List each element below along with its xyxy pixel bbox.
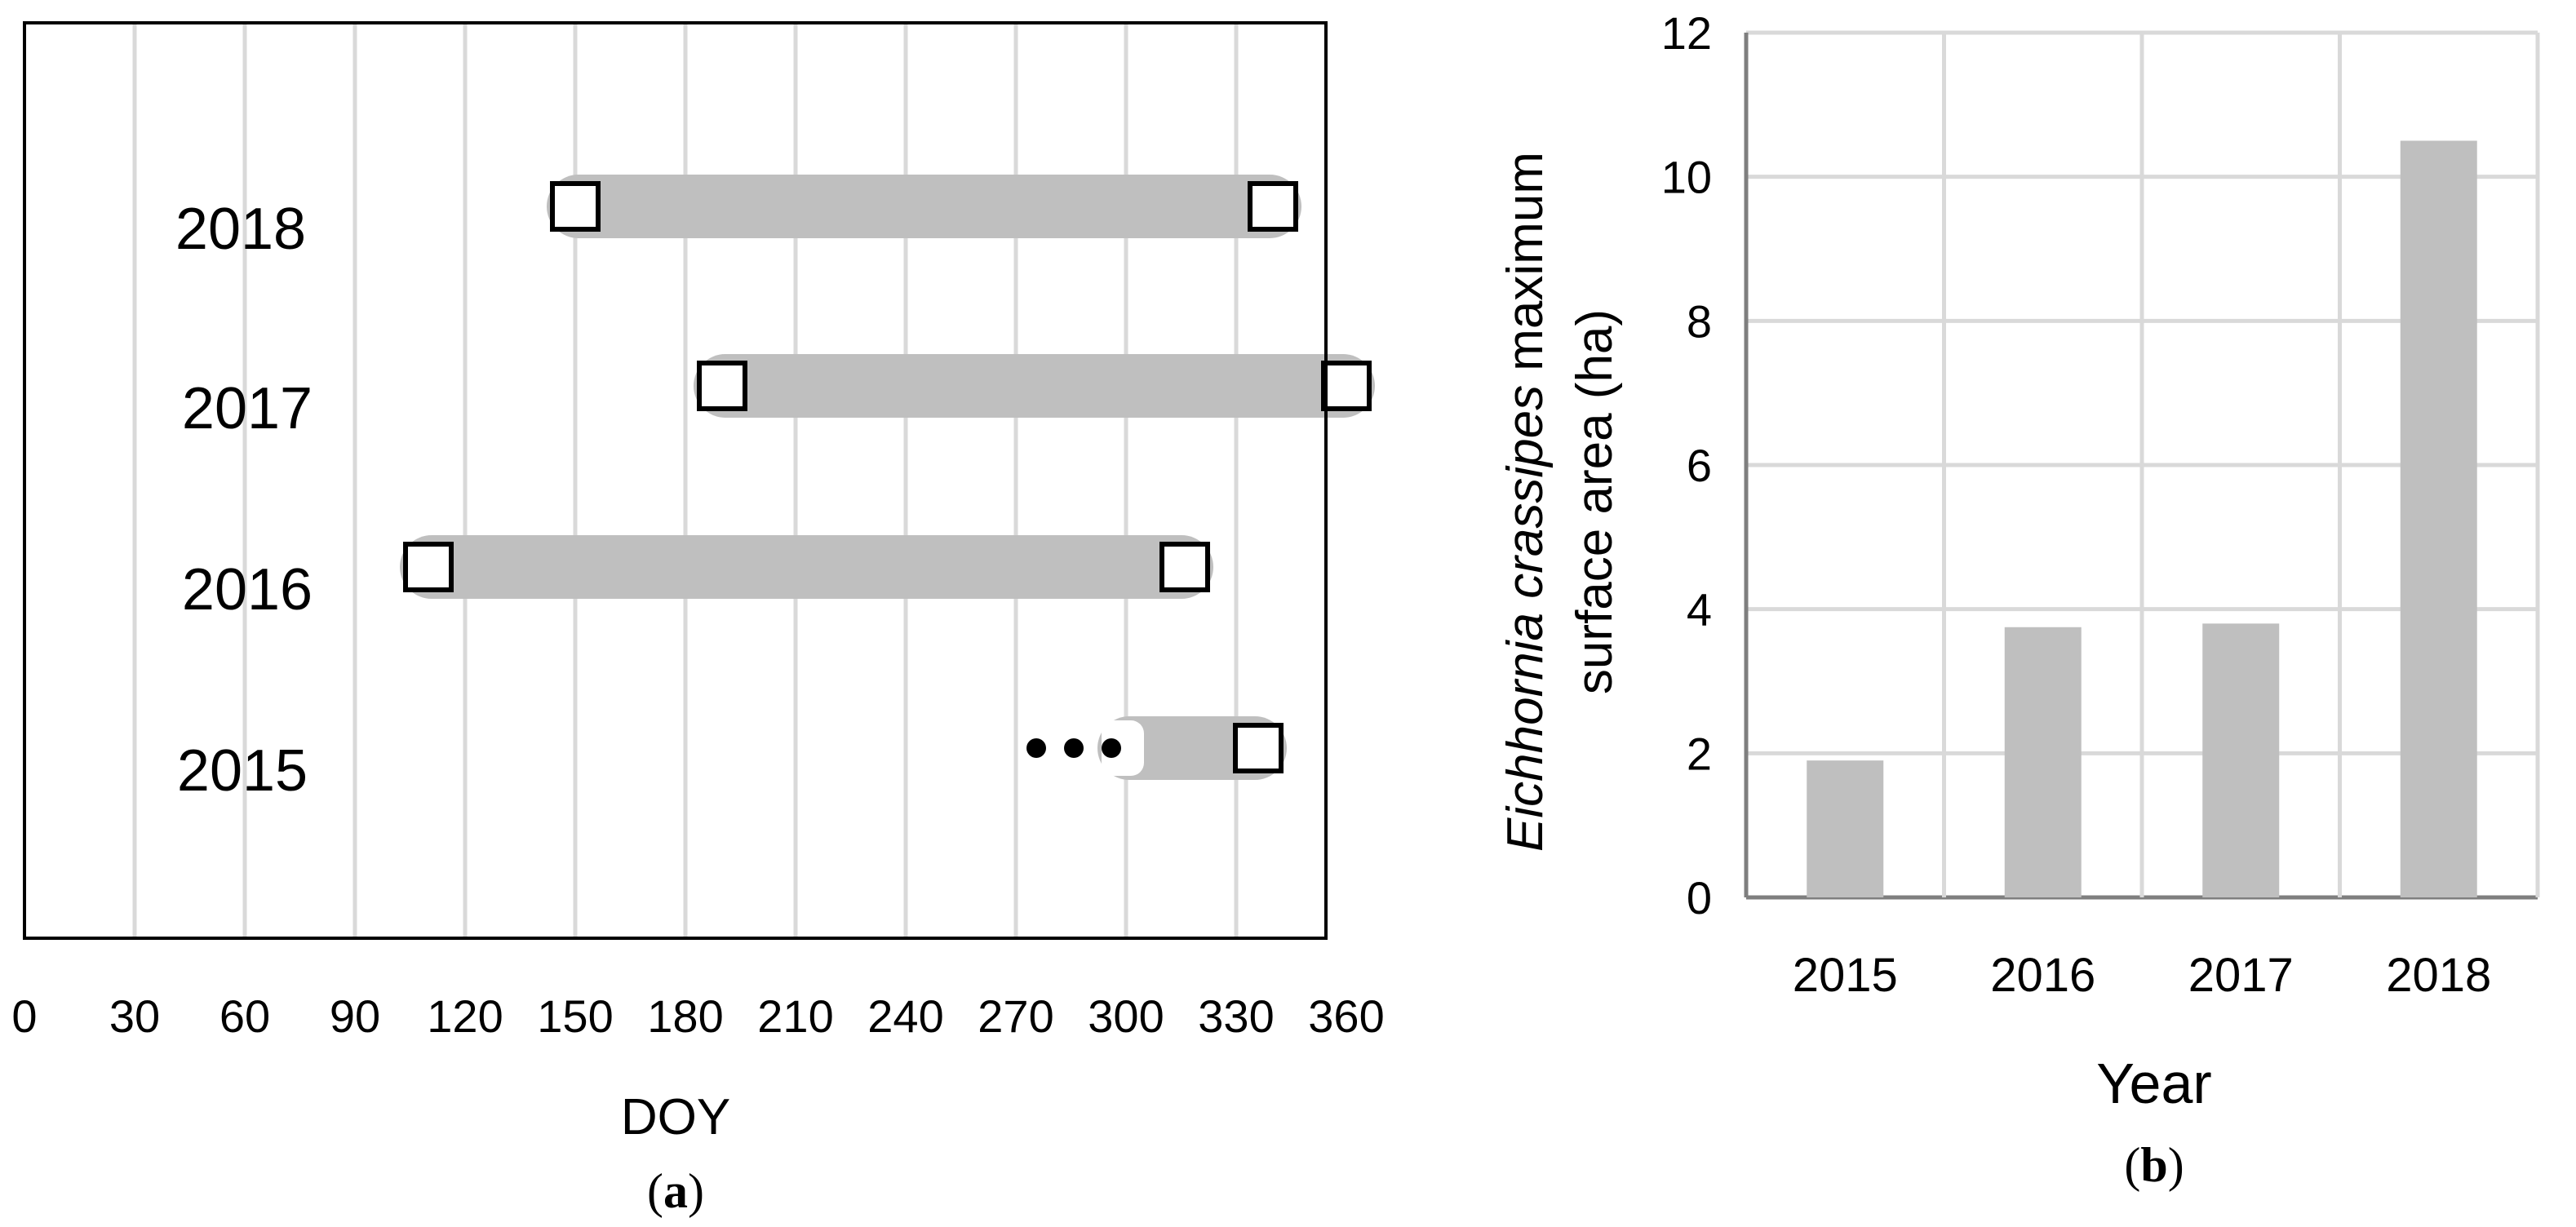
b-bar <box>1807 760 1884 897</box>
b-x-tick-labels: 2015 2016 2017 2018 <box>1793 949 2492 1002</box>
a-end-marker <box>1248 181 1298 232</box>
a-end-marker <box>1321 361 1372 411</box>
a-range-bar <box>694 354 1375 418</box>
b-bar <box>2400 140 2477 897</box>
a-x-tick-label: 270 <box>978 990 1053 1042</box>
b-y-axis-label-line1: Eichhornia crassipes maximum <box>1497 152 1554 852</box>
a-x-tick-label: 0 <box>11 990 37 1042</box>
b-panel-label: (b) <box>2124 1138 2184 1192</box>
b-y-axis-label-species: Eichhornia crassipes <box>1497 385 1554 852</box>
panel-a: 2018 2017 2016 2015 0 30 60 90 120 150 180 210 240 2… <box>11 21 1385 1218</box>
b-x-tick-label: 2017 <box>2188 949 2294 1002</box>
a-x-tick-label: 30 <box>109 990 160 1042</box>
a-continuation-dot <box>1102 738 1121 758</box>
a-panel-letter: a <box>663 1164 688 1218</box>
b-y-tick-label: 8 <box>1687 295 1712 347</box>
b-x-tick-label: 2015 <box>1793 949 1898 1002</box>
b-y-tick-label: 12 <box>1661 7 1712 59</box>
a-continuation-dot <box>1064 738 1084 758</box>
a-range-bar <box>400 535 1213 599</box>
a-x-tick-label: 300 <box>1088 990 1164 1042</box>
a-x-tick-label: 240 <box>867 990 943 1042</box>
a-year-label: 2016 <box>182 557 313 622</box>
a-panel-label: (a) <box>647 1164 704 1218</box>
b-y-tick-label: 6 <box>1687 440 1712 491</box>
b-panel-letter: b <box>2140 1138 2167 1192</box>
a-year-label: 2017 <box>182 376 313 441</box>
b-y-tick-label: 4 <box>1687 584 1712 636</box>
a-x-tick-label: 60 <box>219 990 270 1042</box>
b-y-tick-labels: 0 2 4 6 8 10 12 <box>1661 7 1712 924</box>
b-y-tick-label: 2 <box>1687 728 1712 779</box>
a-year-label: 2018 <box>175 197 306 262</box>
a-x-tick-label: 120 <box>427 990 503 1042</box>
b-bar <box>2004 627 2082 897</box>
a-end-marker <box>1159 542 1210 592</box>
b-y-tick-label: 0 <box>1687 872 1712 924</box>
b-y-axis-label-rest: maximum <box>1497 152 1554 385</box>
a-plot-frame <box>23 21 1328 940</box>
a-x-tick-labels: 0 30 60 90 120 150 180 210 240 270 300 330 360 <box>11 990 1384 1042</box>
b-x-axis-label: Year <box>2096 1052 2211 1115</box>
a-open-start <box>1102 720 1144 776</box>
a-start-marker <box>697 361 747 411</box>
a-continuation-dot <box>1026 738 1046 758</box>
b-y-tick-label: 10 <box>1661 152 1712 203</box>
a-x-tick-label: 330 <box>1198 990 1274 1042</box>
a-x-tick-label: 90 <box>330 990 380 1042</box>
b-bar <box>2202 623 2280 897</box>
a-start-marker <box>550 181 601 232</box>
a-x-axis-label: DOY <box>621 1089 730 1145</box>
a-range-bar <box>547 175 1301 238</box>
b-bars <box>1807 140 2477 897</box>
b-y-axis-label-line2: surface area (ha) <box>1567 309 1623 694</box>
panel-b: 0 2 4 6 8 10 12 2015 2016 2017 2018 Eichhornia cr… <box>1497 7 2540 1192</box>
a-end-marker <box>1233 723 1284 773</box>
b-x-tick-label: 2018 <box>2386 949 2491 1002</box>
a-year-label: 2015 <box>177 738 308 804</box>
a-start-marker <box>403 542 454 592</box>
b-x-tick-label: 2016 <box>1990 949 2095 1002</box>
a-x-tick-label: 360 <box>1308 990 1384 1042</box>
a-range-bars <box>400 175 1375 780</box>
a-x-tick-label: 210 <box>757 990 833 1042</box>
a-x-tick-label: 150 <box>537 990 613 1042</box>
a-year-labels: 2018 2017 2016 2015 <box>175 197 313 804</box>
a-x-tick-label: 180 <box>647 990 723 1042</box>
